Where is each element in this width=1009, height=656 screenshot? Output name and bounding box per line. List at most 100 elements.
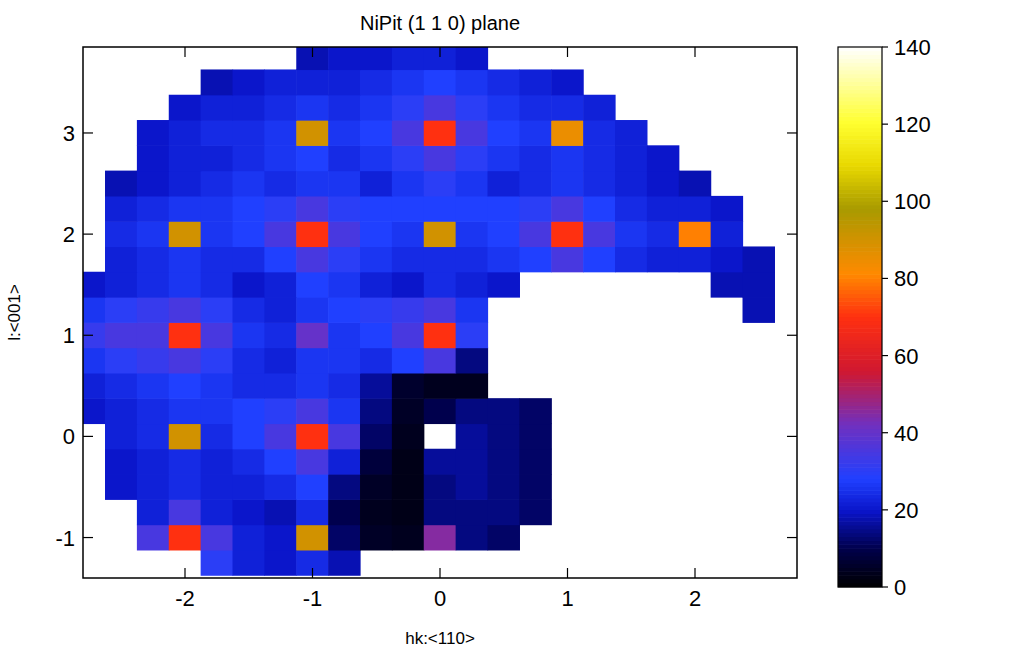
heat-cell <box>201 221 233 247</box>
heat-cell <box>137 322 169 348</box>
colorbar-swatch <box>838 270 882 274</box>
colorbar-swatch <box>838 193 882 197</box>
heat-cell <box>264 474 296 500</box>
x-tick <box>694 568 695 578</box>
colorbar-swatch <box>838 182 882 186</box>
colorbar-swatch <box>838 120 882 124</box>
heat-cell <box>679 196 711 222</box>
heat-cell <box>264 499 296 525</box>
colorbar-swatch <box>838 436 882 440</box>
heat-cell <box>488 145 520 171</box>
colorbar-tick-label: 20 <box>894 498 918 523</box>
y-axis-title: l:<001> <box>5 284 24 341</box>
heat-cell <box>201 196 233 222</box>
heat-cell <box>296 348 328 374</box>
y-tick-label: 1 <box>63 323 75 348</box>
heat-cell <box>169 221 201 247</box>
heat-cell <box>360 499 392 525</box>
colorbar-tick <box>882 278 888 279</box>
colorbar-swatch <box>838 301 882 305</box>
heat-cell <box>201 69 233 95</box>
heat-cell <box>519 196 551 222</box>
heat-cell <box>488 95 520 121</box>
colorbar-swatch <box>838 486 882 490</box>
colorbar-swatch <box>838 386 882 390</box>
heat-cell <box>233 120 265 146</box>
colorbar-swatch <box>838 467 882 471</box>
heat-cell <box>201 499 233 525</box>
heat-cell <box>328 297 360 323</box>
y-tick-right <box>787 335 797 336</box>
heat-cell <box>83 373 106 399</box>
heat-cell <box>519 474 551 500</box>
colorbar-swatch <box>838 236 882 240</box>
colorbar-swatch <box>838 240 882 244</box>
heat-cell <box>360 47 392 70</box>
heat-cell <box>201 398 233 424</box>
heat-cell <box>360 423 392 449</box>
colorbar-swatch <box>838 305 882 309</box>
colorbar-swatch <box>838 344 882 348</box>
heat-cell <box>83 398 106 424</box>
heat-cell <box>424 47 456 70</box>
heat-cell <box>233 297 265 323</box>
colorbar-swatch <box>838 556 882 560</box>
heat-cell <box>328 221 360 247</box>
colorbar-tick <box>882 124 888 125</box>
heat-cell <box>679 246 711 272</box>
heat-cell <box>296 246 328 272</box>
colorbar-swatch <box>838 510 882 514</box>
heat-cell <box>360 69 392 95</box>
heat-cell <box>551 246 583 272</box>
colorbar-swatch <box>838 494 882 498</box>
heat-cell <box>488 499 520 525</box>
colorbar-tick <box>882 586 888 587</box>
colorbar-swatch <box>838 513 882 517</box>
heat-cell <box>583 95 615 121</box>
colorbar-tick <box>882 509 888 510</box>
heat-cell <box>201 525 233 551</box>
colorbar-swatch <box>838 243 882 247</box>
heat-cell <box>519 499 551 525</box>
colorbar <box>838 47 882 588</box>
colorbar-swatch <box>838 328 882 332</box>
heat-cell <box>360 297 392 323</box>
heat-cell <box>456 449 488 475</box>
colorbar-swatch <box>838 567 882 571</box>
colorbar-swatch <box>838 502 882 506</box>
heat-cell <box>201 95 233 121</box>
colorbar-swatch <box>838 220 882 224</box>
heat-cell <box>201 423 233 449</box>
heat-cell <box>711 246 743 272</box>
heat-cell <box>392 474 424 500</box>
heat-cell <box>647 145 679 171</box>
x-tick <box>184 568 185 578</box>
colorbar-swatch <box>838 425 882 429</box>
heat-cell <box>647 246 679 272</box>
colorbar-swatch <box>838 124 882 128</box>
colorbar-tick <box>882 46 888 47</box>
heat-cell <box>105 322 137 348</box>
heat-cell <box>456 171 488 197</box>
heat-cell <box>392 145 424 171</box>
colorbar-swatch <box>838 378 882 382</box>
y-tick-label: -1 <box>55 526 75 551</box>
heat-cell <box>137 120 169 146</box>
heat-cell <box>392 373 424 399</box>
colorbar-swatch <box>838 205 882 209</box>
heat-cell <box>328 449 360 475</box>
heat-cell <box>360 95 392 121</box>
heat-cell <box>105 423 137 449</box>
colorbar-swatch <box>838 139 882 143</box>
colorbar-swatch <box>838 355 882 359</box>
colorbar-tick-label: 100 <box>894 189 931 214</box>
colorbar-tick-label: 80 <box>894 266 918 291</box>
heat-cell <box>137 449 169 475</box>
heat-cell <box>264 272 296 298</box>
heat-cell <box>615 120 647 146</box>
heat-cell <box>519 145 551 171</box>
y-tick <box>83 436 93 437</box>
colorbar-swatch <box>838 263 882 267</box>
x-axis-title: hk:<110> <box>405 629 475 648</box>
heat-cell <box>583 221 615 247</box>
